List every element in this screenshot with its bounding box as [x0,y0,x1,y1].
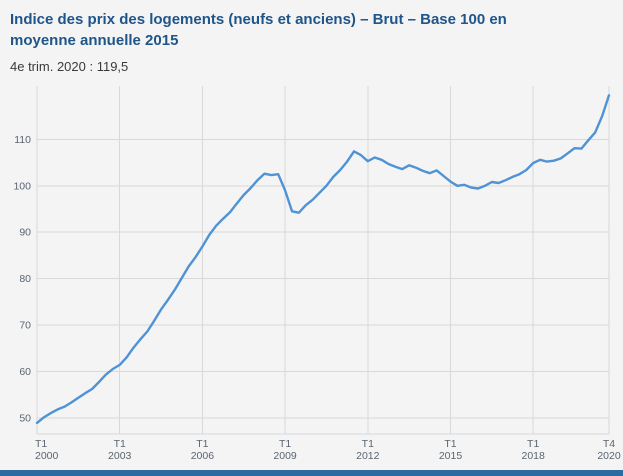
x-axis-tick-label: T1 2009 [273,438,297,462]
chart-title: Indice des prix des logements (neufs et … [10,11,507,49]
x-axis-tick-label: T1 2003 [108,438,132,462]
y-axis-tick-label: 60 [19,366,31,378]
x-axis-tick-label: T1 2012 [356,438,380,462]
line-chart-svg: 50 60 70 80 90 100 110 T1 2000 T1 2003 T1 2006 T1 2009… [13,86,621,462]
y-axis-tick-label: 100 [13,180,31,192]
x-axis-tick-label: T1 2015 [439,438,463,462]
y-axis-tick-label: 90 [19,227,31,239]
line-chart-area[interactable]: 50 60 70 80 90 100 110 T1 2000 T1 2003 T1 2006 T1 2009… [0,80,623,468]
x-axis-tick-label: T4 2020 [597,438,621,462]
footer-accent-bar [0,470,623,476]
price-index-line [35,94,611,425]
y-axis-tick-label: 50 [19,412,31,424]
y-axis-tick-label: 70 [19,319,31,331]
y-axis-tick-label: 80 [19,273,31,285]
x-axis-tick-label: T1 2018 [522,438,546,462]
y-axis-tick-label: 110 [14,134,31,146]
x-axis-tick-label: T1 2000 [35,438,59,462]
chart-subtitle: 4e trim. 2020 : 119,5 [10,59,129,74]
x-axis-tick-label: T1 2006 [191,438,215,462]
